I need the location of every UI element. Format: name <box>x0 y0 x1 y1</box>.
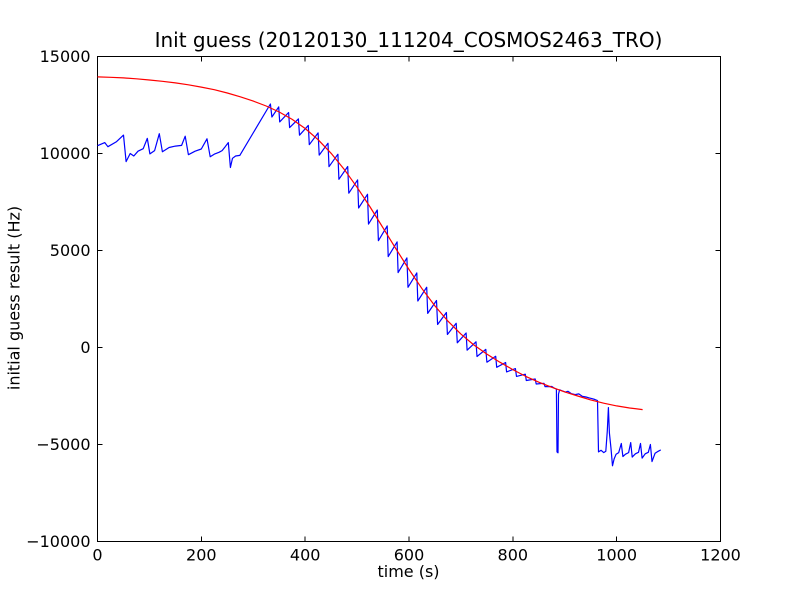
y-tick-label: 0 <box>80 338 90 357</box>
y-tick-label: −10000 <box>26 532 90 551</box>
x-tick-label: 600 <box>394 546 425 565</box>
y-tick-label: 5000 <box>50 241 91 260</box>
y-axis-label: initial guess result (Hz) <box>4 205 24 391</box>
plot-frame <box>97 56 721 542</box>
series-fit-line <box>97 76 643 411</box>
y-tick-label: 10000 <box>40 144 91 163</box>
x-tick-label: 0 <box>92 546 102 565</box>
x-tick-label: 200 <box>186 546 217 565</box>
x-tick-label: 800 <box>498 546 529 565</box>
x-tick-label: 1000 <box>596 546 637 565</box>
x-tick-label: 1200 <box>700 546 741 565</box>
y-tick-label: 15000 <box>40 47 91 66</box>
x-tick-label: 400 <box>290 546 321 565</box>
y-tick-label: −5000 <box>36 435 90 454</box>
chart-title: Init guess (20120130_111204_COSMOS2463_T… <box>154 28 663 52</box>
series-measured-line <box>97 103 662 467</box>
x-axis-label: time (s) <box>377 562 440 581</box>
